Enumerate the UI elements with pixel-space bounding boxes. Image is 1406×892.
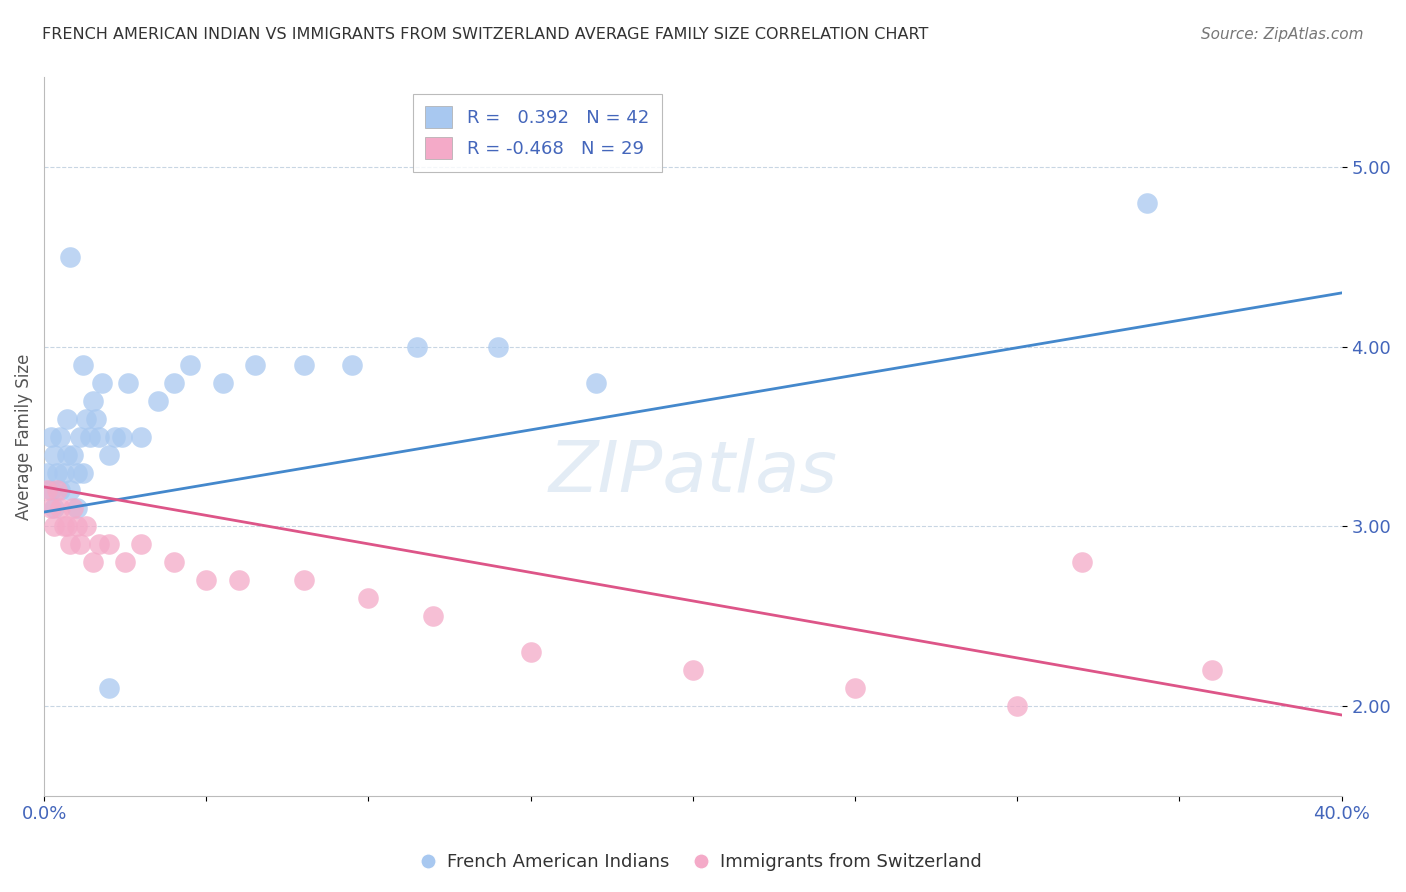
Point (357, 591, 380, 606)
Point (42, 448, 65, 462)
Point (59, 483, 82, 498)
Point (585, 376, 607, 390)
Point (52, 466, 75, 480)
Point (292, 574, 315, 588)
Text: FRENCH AMERICAN INDIAN VS IMMIGRANTS FROM SWITZERLAND AVERAGE FAMILY SIZE CORREL: FRENCH AMERICAN INDIAN VS IMMIGRANTS FRO… (42, 27, 928, 42)
Point (98, 681, 121, 695)
Point (42, 501, 65, 516)
Point (111, 429, 134, 443)
Legend: R =   0.392   N = 42, R = -0.468   N = 29: R = 0.392 N = 42, R = -0.468 N = 29 (412, 94, 662, 172)
Point (131, 429, 153, 443)
Point (49, 483, 72, 498)
Point (682, 663, 704, 677)
Point (39, 501, 62, 516)
Point (49, 429, 72, 443)
Point (37, 483, 59, 498)
Point (72, 358, 94, 372)
Point (91, 376, 114, 390)
Point (62, 448, 84, 462)
Point (59, 537, 82, 551)
Point (195, 574, 218, 588)
Point (163, 376, 186, 390)
Point (1201, 663, 1223, 677)
Point (519, 645, 541, 659)
Point (75, 411, 97, 425)
Point (69, 537, 91, 551)
Point (82, 555, 104, 569)
Point (89, 537, 111, 551)
Point (104, 429, 127, 443)
Point (292, 358, 315, 372)
Point (56, 448, 79, 462)
Point (72, 466, 94, 480)
Text: Source: ZipAtlas.com: Source: ZipAtlas.com (1201, 27, 1364, 42)
Point (56, 411, 79, 425)
Point (98, 537, 121, 551)
Point (42, 519, 65, 533)
Point (406, 340, 429, 354)
Y-axis label: Average Family Size: Average Family Size (15, 353, 32, 520)
Point (37, 466, 59, 480)
Point (84, 411, 107, 425)
Point (844, 681, 866, 695)
Point (146, 393, 169, 408)
Point (179, 358, 201, 372)
Point (243, 358, 266, 372)
Point (98, 448, 121, 462)
Point (46, 466, 69, 480)
Point (82, 393, 104, 408)
Text: ZIPatlas: ZIPatlas (548, 438, 838, 507)
Point (65, 466, 87, 480)
Point (65, 519, 87, 533)
Point (49, 501, 72, 516)
Point (1005, 698, 1028, 713)
Point (65, 501, 87, 516)
Point (131, 537, 153, 551)
Point (1136, 196, 1159, 211)
Point (114, 555, 136, 569)
Point (211, 376, 233, 390)
Point (89, 429, 111, 443)
Point (59, 250, 82, 264)
Point (117, 376, 139, 390)
Point (52, 519, 75, 533)
Point (163, 555, 186, 569)
Point (228, 574, 250, 588)
Point (62, 501, 84, 516)
Point (69, 429, 91, 443)
Point (39, 483, 62, 498)
Point (56, 519, 79, 533)
Point (342, 358, 364, 372)
Point (486, 340, 509, 354)
Point (39, 429, 62, 443)
Point (79, 429, 101, 443)
Legend: French American Indians, Immigrants from Switzerland: French American Indians, Immigrants from… (416, 847, 990, 879)
Point (422, 609, 444, 624)
Point (75, 519, 97, 533)
Point (46, 483, 69, 498)
Point (1071, 555, 1094, 569)
